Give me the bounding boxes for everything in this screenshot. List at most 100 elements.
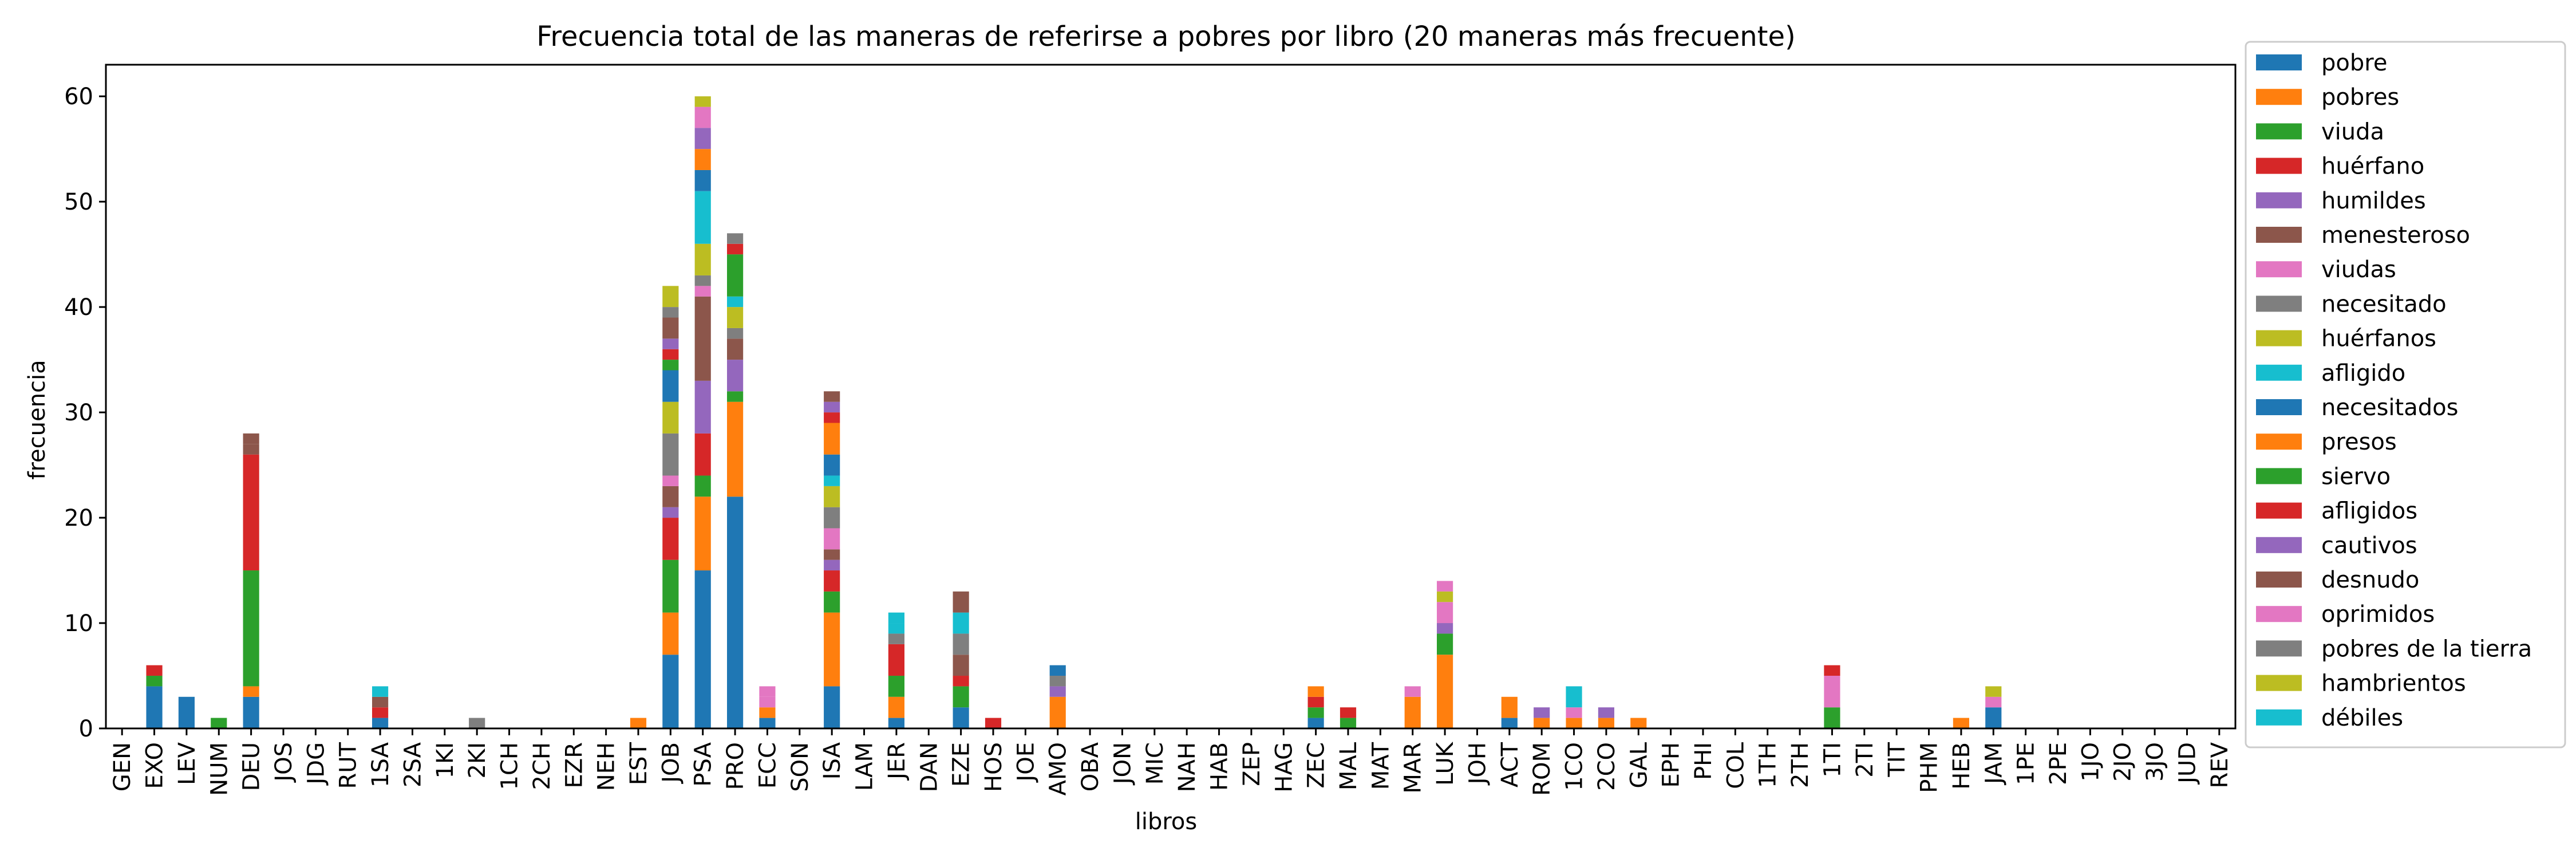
- bar-segment: [243, 454, 259, 571]
- bar-segment: [662, 317, 679, 339]
- x-tick-label: JOS: [271, 742, 297, 783]
- legend-item: huérfano: [2256, 153, 2424, 180]
- x-tick-label: 2CO: [1594, 742, 1620, 791]
- bar-segment: [694, 380, 711, 434]
- bar-segment: [1404, 696, 1421, 728]
- bar-segment: [243, 444, 259, 455]
- bar-segment: [953, 612, 969, 634]
- bar-segment: [662, 338, 679, 349]
- x-tick-label: NAH: [1174, 742, 1200, 792]
- legend-item: pobres de la tierra: [2256, 636, 2532, 662]
- bar-segment: [953, 686, 969, 708]
- x-axis-label: libros: [1135, 809, 1198, 835]
- x-tick-label: REV: [2207, 742, 2233, 788]
- x-tick-label: OBA: [1077, 742, 1104, 791]
- x-tick-label: ZEP: [1239, 742, 1265, 786]
- bar-segment: [824, 686, 840, 728]
- bar-segment: [694, 433, 711, 476]
- bar-segment: [953, 633, 969, 655]
- x-tick-label: 1CO: [1562, 742, 1588, 791]
- x-tick-label: 2CH: [529, 742, 555, 790]
- legend-swatch: [2256, 709, 2302, 726]
- bar-segment: [694, 191, 711, 244]
- bar-segment: [888, 696, 904, 718]
- x-tick-label: JOE: [1013, 742, 1039, 783]
- bar-segment: [1437, 591, 1453, 602]
- x-tick-label: 2KI: [464, 742, 491, 778]
- bar-segment: [694, 475, 711, 497]
- y-tick-label: 20: [64, 505, 93, 531]
- x-tick-label: HEB: [1949, 742, 1975, 790]
- bars-layer: [146, 96, 2002, 728]
- x-tick-label: JOB: [658, 742, 684, 785]
- bar-segment: [727, 497, 744, 728]
- x-tick-label: 1TI: [1819, 742, 1846, 778]
- x-tick-label: JER: [884, 742, 910, 781]
- legend-label: cautivos: [2321, 533, 2417, 559]
- x-tick-label: JUD: [2174, 742, 2200, 785]
- legend-label: viuda: [2321, 119, 2384, 145]
- bar-segment: [243, 433, 259, 444]
- bar-segment: [662, 286, 679, 308]
- bar-segment: [1824, 676, 1840, 708]
- legend-swatch: [2256, 537, 2302, 553]
- x-tick-label: RUT: [335, 742, 362, 789]
- bar-segment: [630, 718, 647, 728]
- x-tick-label: AMO: [1045, 742, 1072, 795]
- bar-segment: [1534, 718, 1550, 728]
- legend-swatch: [2256, 330, 2302, 346]
- legend-item: huérfanos: [2256, 326, 2436, 352]
- legend-swatch: [2256, 54, 2302, 70]
- bar-segment: [824, 401, 840, 413]
- y-tick-label: 60: [64, 84, 93, 110]
- x-tick-label: TIT: [1884, 742, 1910, 777]
- bar-segment: [694, 275, 711, 286]
- x-tick-label: NEH: [594, 742, 620, 791]
- bar-segment: [694, 286, 711, 297]
- x-tick-label: DEU: [239, 742, 265, 791]
- legend-item: presos: [2256, 429, 2397, 455]
- bar-segment: [1598, 707, 1614, 718]
- bar-segment: [1049, 696, 1066, 728]
- x-tick-label: COL: [1722, 742, 1749, 789]
- legend-label: débiles: [2321, 705, 2403, 731]
- legend-label: afligido: [2321, 360, 2405, 387]
- x-tick-label: MAT: [1368, 742, 1394, 790]
- bar-segment: [1307, 718, 1324, 728]
- bar-segment: [1566, 707, 1582, 718]
- x-tick-label: 2JO: [2110, 742, 2136, 782]
- legend-swatch: [2256, 640, 2302, 657]
- bar-segment: [1566, 686, 1582, 708]
- legend-label: oprimidos: [2321, 601, 2435, 628]
- legend-swatch: [2256, 502, 2302, 519]
- bar-segment: [662, 486, 679, 507]
- bar-segment: [824, 412, 840, 423]
- x-tick-label: 1SA: [368, 742, 394, 787]
- bar-segment: [694, 570, 711, 728]
- x-tick-label: ECC: [754, 742, 781, 789]
- plot-frame: [105, 64, 2237, 730]
- bar-segment: [727, 254, 744, 297]
- x-tick-label: ISA: [819, 742, 846, 779]
- bar-segment: [1307, 707, 1324, 718]
- bar-segment: [1598, 718, 1614, 728]
- bar-segment: [888, 612, 904, 624]
- legend-item: desnudo: [2256, 567, 2419, 593]
- legend-item: cautivos: [2256, 533, 2417, 559]
- legend-swatch: [2256, 434, 2302, 450]
- x-tick-label: 3JO: [2142, 742, 2168, 782]
- x-tick-label: ACT: [1497, 742, 1523, 787]
- bar-segment: [727, 296, 744, 308]
- legend-item: pobre: [2256, 50, 2387, 76]
- bar-segment: [1501, 696, 1518, 718]
- x-tick-label: JAM: [1981, 742, 2007, 786]
- bar-segment: [824, 391, 840, 402]
- bar-segment: [662, 307, 679, 318]
- bar-segment: [243, 686, 259, 697]
- bar-segment: [694, 243, 711, 275]
- legend-label: necesitados: [2321, 395, 2458, 421]
- legend-swatch: [2256, 606, 2302, 622]
- bar-segment: [824, 423, 840, 455]
- x-tick-label: 2PE: [2045, 742, 2072, 785]
- bar-segment: [243, 696, 259, 728]
